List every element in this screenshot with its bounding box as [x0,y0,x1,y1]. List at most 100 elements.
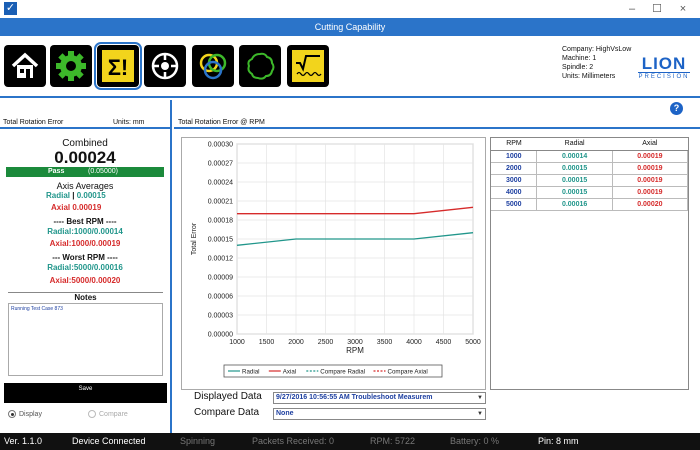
displayed-data-value: 9/27/2016 10:56:55 AM Troubleshoot Measu… [276,394,433,401]
version-text: Ver. 1.1.0 [4,436,43,446]
rotation-error-chart: 0.00000 0.00003 0.00006 0.00009 0.00012 0.000… [191,142,481,378]
compare-radio-label: Compare [99,410,128,418]
rpm-table: RPM Radial Axial 1000 0.00014 0.00019 20… [490,137,689,390]
table-cell-rpm: 4000 [491,186,538,199]
spindle-text: Spindle: 2 [562,64,594,71]
window-title: Cutting Capability [0,18,700,36]
displayed-data-label: Displayed Data [194,391,262,402]
display-radio-label: Display [19,410,42,418]
legend-label: Axial [283,369,296,376]
home-icon [11,52,39,78]
table-cell-axial: 0.00019 [612,186,689,199]
compare-circles-button[interactable] [192,45,234,87]
spindle-button[interactable] [144,45,186,87]
help-button[interactable]: ? [670,102,683,115]
summary-units: Units: mm [113,119,145,126]
table-cell-axial: 0.00019 [612,174,689,187]
chart-container: 0.00000 0.00003 0.00006 0.00009 0.00012 0.000… [181,137,486,390]
gear-icon [56,51,86,81]
x-axis-label: RPM [346,346,364,355]
axis-averages-label: Axis Averages [56,181,114,191]
spindle-icon [151,52,179,80]
series-line-radial [236,232,474,246]
chevron-down-icon: ▼ [477,411,483,417]
column-header-axial: Axial [612,138,688,151]
table-cell-rpm: 3000 [491,174,538,187]
y-tick-label: 0.00027 [208,161,233,168]
notes-text: Running Test Case 873 [11,306,63,312]
display-radio[interactable]: Display [8,410,42,418]
table-cell-rpm: 2000 [491,162,538,175]
column-header-rpm: RPM [491,138,537,151]
compare-radio-dot [88,410,96,418]
axial-average: Axial 0.00019 [51,203,101,212]
worst-radial: Radial:5000/0.00016 [47,263,123,272]
y-tick-label: 0.00021 [208,199,233,206]
save-button[interactable]: Save [4,383,167,403]
x-tick-label: 5000 [465,339,481,346]
table-cell-rpm: 5000 [491,198,538,211]
x-tick-label: 4500 [436,339,452,346]
close-button[interactable]: × [679,3,687,15]
notes-textarea[interactable]: Running Test Case 873 [8,303,163,376]
toolbar: Σ! [0,36,700,98]
machine-info: Company: HighVsLow Machine: 1 Spindle: 2… [562,45,631,81]
table-cell-axial: 0.00019 [612,162,689,175]
battery-status: Battery: 0 % [450,436,500,446]
table-cell-rpm: 1000 [491,150,538,163]
device-status: Device Connected [72,436,146,446]
pass-label: Pass [48,168,65,175]
summary-title: Total Rotation Error [3,119,64,126]
notes-label: Notes [8,292,163,302]
x-tick-label: 2000 [288,339,304,346]
y-tick-label: 0.00000 [208,332,233,339]
table-cell-axial: 0.00019 [612,150,689,163]
table-row[interactable]: 5000 0.00016 0.00020 [491,198,689,211]
home-button[interactable] [4,45,46,87]
pass-badge: Pass (0.05000) [6,167,164,177]
company-text: Company: HighVsLow [562,46,632,53]
x-tick-label: 3500 [377,339,393,346]
compare-data-select[interactable]: None ▼ [273,408,486,420]
summary-button[interactable]: Σ! [94,42,142,90]
app-icon: ✓ [4,2,17,15]
y-tick-label: 0.00006 [208,294,233,301]
legend-box [223,364,443,378]
display-radio-dot [8,410,16,418]
column-header-radial: Radial [536,138,613,151]
compare-data-label: Compare Data [194,407,260,418]
best-radial: Radial:1000/0.00014 [47,227,123,236]
roundness-button[interactable] [239,45,281,87]
table-row[interactable]: 2000 0.00015 0.00019 [491,162,689,175]
table-cell-radial: 0.00015 [536,162,613,175]
lion-logo: LION PRECISION [634,55,694,81]
table-row[interactable]: 1000 0.00014 0.00019 [491,150,689,163]
best-rpm-label: ---- Best RPM ---- [53,217,117,226]
radial-average-value: 0.00015 [76,191,106,200]
minimize-button[interactable]: – [628,3,636,15]
signal-icon [292,50,324,82]
y-tick-label: 0.00024 [208,180,233,187]
x-tick-label: 1500 [259,339,275,346]
settings-button[interactable] [50,45,92,87]
circles-icon [199,53,227,80]
table-row[interactable]: 4000 0.00015 0.00019 [491,186,689,199]
y-tick-label: 0.00012 [208,256,233,263]
legend-label: Compare Radial [320,369,365,376]
radial-average-label: Radial [46,191,71,200]
displayed-data-select[interactable]: 9/27/2016 10:56:55 AM Troubleshoot Measu… [273,392,486,404]
table-row[interactable]: 3000 0.00015 0.00019 [491,174,689,187]
compare-radio[interactable]: Compare [88,410,128,418]
summary-panel: Total Rotation Error Units: mm [0,100,172,433]
table-cell-axial: 0.00020 [612,198,689,211]
maximize-button[interactable]: ☐ [652,3,662,15]
svg-text:Σ!: Σ! [108,55,129,80]
combined-label: Combined [62,138,108,149]
rpm-panel: Total Rotation Error @ RPM [174,100,700,433]
signal-button[interactable] [287,45,329,87]
units-text: Units: Millimeters [562,73,616,80]
y-tick-label: 0.00009 [208,275,233,282]
table-header-row: RPM Radial Axial [491,138,688,151]
spinning-status: Spinning [180,436,216,446]
x-tick-label: 4000 [406,339,422,346]
